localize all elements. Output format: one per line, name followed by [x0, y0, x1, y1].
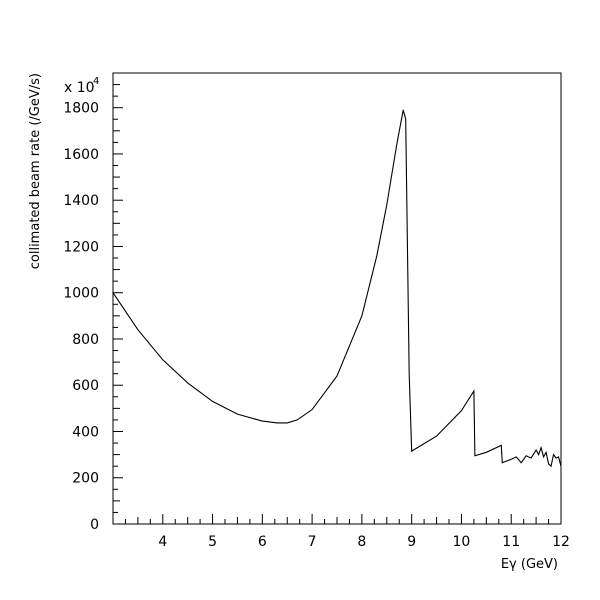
y-tick-label: 1200 — [63, 239, 99, 255]
y-tick-label: 1600 — [63, 147, 99, 163]
y-tick-label: 200 — [72, 471, 99, 487]
y-tick-label: 800 — [72, 332, 99, 348]
x-axis: 4 5 6 7 8 9 10 11 12 — [112, 514, 570, 550]
x-tick-label: 12 — [552, 534, 570, 550]
x-tick-label: 11 — [502, 534, 520, 550]
y-axis-label: collimated beam rate (/GeV/s) — [28, 73, 43, 269]
x-axis-label: Eγ (GeV) — [501, 557, 558, 572]
y-axis: 0 200 400 600 800 1000 1200 1400 1600 1800 — [63, 72, 123, 533]
series-line — [112, 109, 562, 468]
y-tick-label: 600 — [72, 378, 99, 394]
y-tick-label: 1000 — [63, 286, 99, 302]
y-multiplier-label: x 10 — [64, 80, 95, 96]
plot-frame — [112, 72, 562, 525]
x-tick-label: 8 — [357, 534, 366, 550]
x-tick-label: 7 — [308, 534, 317, 550]
x-tick-label: 4 — [158, 534, 167, 550]
y-tick-label: 400 — [72, 424, 99, 440]
y-multiplier-exponent: 4 — [93, 76, 99, 87]
y-tick-label: 1800 — [63, 101, 99, 117]
x-tick-label: 10 — [453, 534, 471, 550]
x-tick-label: 6 — [258, 534, 267, 550]
x-tick-label: 9 — [407, 534, 416, 550]
y-tick-label: 1400 — [63, 193, 99, 209]
x-tick-label: 5 — [208, 534, 217, 550]
y-tick-label: 0 — [90, 517, 99, 533]
